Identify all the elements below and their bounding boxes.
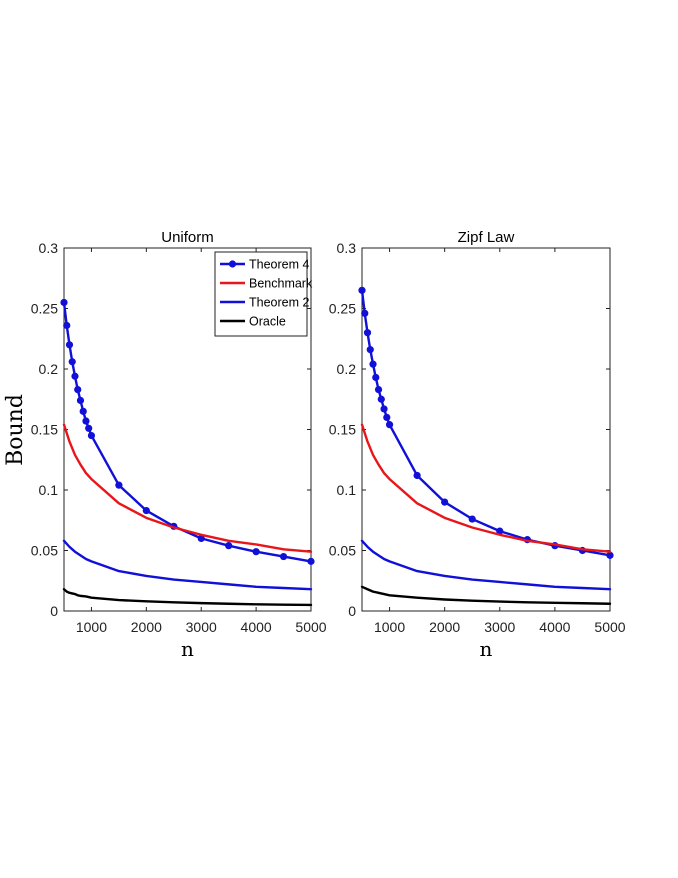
x-tick-label: 2000 [131, 619, 162, 635]
data-point [377, 395, 385, 403]
y-tick-label: 0.25 [329, 301, 356, 317]
data-point [71, 372, 79, 380]
data-point [63, 321, 71, 330]
legend-item-oracle: Oracle [220, 315, 286, 329]
data-point [60, 298, 68, 307]
legend-marker [228, 260, 237, 268]
y-tick-label: 0.05 [329, 543, 356, 559]
y-tick-label: 0 [50, 603, 58, 619]
data-point [76, 396, 85, 405]
y-axis-label: Bound [3, 394, 28, 466]
x-tick-label: 3000 [186, 619, 217, 635]
y-tick-label: 0.05 [31, 543, 58, 559]
data-point [142, 506, 150, 515]
series-line-benchmark [62, 423, 313, 553]
data-point [279, 552, 288, 561]
data-point [68, 358, 76, 366]
series-line-benchmark [360, 423, 612, 553]
legend-label: Oracle [249, 315, 286, 329]
data-point [65, 341, 74, 349]
data-point [468, 515, 476, 523]
series-benchmark [360, 423, 612, 553]
data-point [369, 360, 377, 368]
x-tick-label: 1000 [76, 619, 107, 635]
legend-label: Theorem 2 [249, 296, 309, 310]
y-tick-label: 0.15 [31, 422, 58, 438]
y-tick-label: 0.25 [31, 301, 58, 317]
data-point [366, 346, 374, 354]
data-point [441, 498, 449, 506]
legend-label: Theorem 4 [249, 258, 309, 272]
series-line-oracle [62, 588, 313, 607]
y-tick-label: 0.3 [39, 240, 59, 256]
data-point [383, 413, 391, 421]
x-tick-label: 4000 [539, 619, 570, 635]
data-point [413, 471, 421, 480]
series-line-theorem-2 [62, 539, 313, 591]
y-tick-label: 0.2 [39, 361, 59, 377]
data-point [82, 417, 90, 425]
data-point [496, 527, 504, 535]
data-point [115, 481, 123, 489]
subplot-zipf-law: 0 0.05 0.1 0.15 0.2 0.25 0.3 1000 2000 3000 4000 50… [329, 229, 626, 661]
legend: Theorem 4 Benchmark Theorem 2 Oracle [214, 251, 313, 337]
data-point [372, 373, 380, 382]
data-point [307, 557, 315, 565]
y-tick-label: 0.1 [337, 482, 357, 498]
x-tick-label: 2000 [429, 619, 460, 635]
plot-frame [361, 247, 611, 612]
series-theorem-4 [60, 298, 315, 565]
x-tick-label: 5000 [295, 619, 326, 635]
y-tick-label: 0.3 [337, 240, 357, 256]
data-point [363, 329, 372, 337]
data-point [74, 385, 82, 394]
data-point [385, 421, 394, 429]
y-tick-label: 0.1 [39, 482, 59, 498]
x-tick-label: 5000 [594, 619, 625, 635]
data-point [361, 309, 369, 317]
series-oracle [62, 588, 313, 607]
chart-title: Uniform [161, 229, 214, 246]
series-line-oracle [360, 585, 612, 605]
series-theorem-2 [62, 539, 313, 591]
y-tick-label: 0.2 [337, 361, 357, 377]
series-oracle [360, 585, 612, 605]
data-point [252, 548, 260, 556]
legend-item-benchmark: Benchmark [220, 277, 313, 291]
data-point [87, 431, 96, 440]
data-point [85, 424, 93, 432]
data-point [606, 551, 614, 559]
y-tick-label: 0 [348, 603, 356, 619]
data-point [374, 385, 383, 394]
series-benchmark [62, 423, 313, 553]
data-point [380, 405, 388, 413]
series-theorem-2 [360, 539, 612, 591]
data-point [197, 534, 205, 543]
x-tick-label: 4000 [241, 619, 272, 635]
x-axis-label: n [480, 637, 493, 661]
legend-label: Benchmark [249, 277, 313, 291]
data-point [225, 542, 233, 550]
x-axis-label: n [181, 637, 194, 661]
data-point [358, 286, 366, 294]
data-point [79, 407, 87, 415]
x-tick-label: 1000 [374, 619, 405, 635]
subplot-uniform: 0 0.05 0.1 0.15 0.2 0.25 0.3 1000 2000 3000 4000 50… [31, 229, 327, 661]
y-tick-label: 0.15 [329, 422, 356, 438]
chart-title: Zipf Law [458, 229, 515, 246]
legend-item-theorem-2: Theorem 2 [220, 296, 309, 310]
x-tick-label: 3000 [484, 619, 515, 635]
series-line-theorem-2 [360, 539, 612, 591]
legend-item-theorem-4: Theorem 4 [220, 258, 309, 272]
